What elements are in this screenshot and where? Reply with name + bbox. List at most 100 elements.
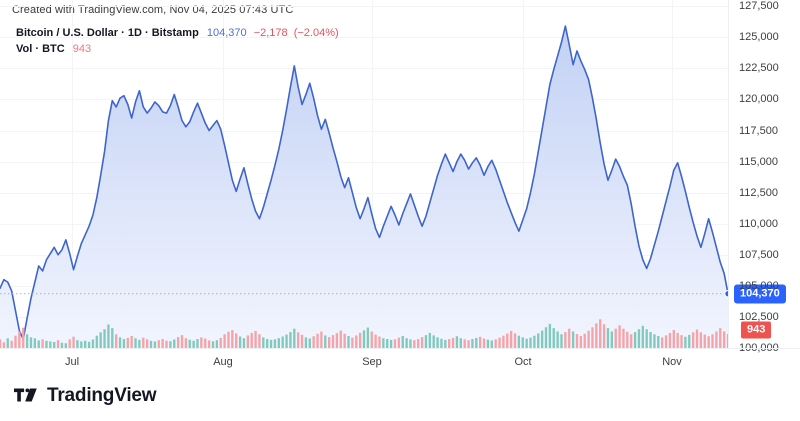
volume-bar	[719, 328, 722, 348]
volume-bar	[331, 335, 335, 348]
legend-symbol-row[interactable]: Bitcoin / U.S. Dollar · 1D · Bitstamp 10…	[16, 26, 339, 42]
legend-price-change-pct: (−2.04%)	[293, 27, 339, 39]
volume-bar	[219, 337, 222, 348]
volume-bar	[676, 332, 679, 348]
volume-bar	[405, 338, 408, 348]
volume-bar	[641, 325, 644, 348]
volume-bar	[362, 330, 366, 348]
tradingview-wordmark: TradingView	[47, 385, 157, 406]
volume-bar	[99, 332, 102, 348]
volume-bar	[335, 333, 339, 348]
volume-bar	[343, 333, 346, 348]
volume-bar	[64, 343, 67, 348]
legend-volume-row[interactable]: Vol · BTC 943	[16, 42, 339, 58]
volume-bar	[49, 341, 52, 348]
volume-bar	[548, 323, 552, 348]
volume-bar	[374, 334, 377, 348]
volume-bar	[297, 332, 300, 348]
volume-bar	[649, 332, 652, 348]
volume-bar	[459, 338, 462, 348]
volume-bar	[575, 334, 579, 348]
price-area-series	[0, 25, 728, 348]
volume-bar	[517, 335, 521, 348]
volume-bar	[560, 334, 563, 348]
volume-bar	[87, 341, 91, 348]
volume-bar	[703, 334, 706, 348]
legend-symbol: Bitcoin / U.S. Dollar	[16, 27, 119, 39]
time-axis[interactable]: Jul Aug Sep Oct Nov	[0, 348, 728, 378]
volume-bar	[188, 339, 191, 348]
volume-bar	[533, 335, 536, 348]
price-axis-tick: 127,500	[739, 0, 779, 13]
volume-bar	[72, 336, 75, 348]
volume-bar	[103, 329, 106, 348]
volume-bar	[2, 342, 6, 348]
volume-bar	[595, 323, 598, 348]
volume-bar	[56, 340, 60, 348]
volume-bar	[672, 330, 675, 348]
volume-bar	[378, 336, 381, 348]
last-price-badge: 104,370	[735, 285, 785, 303]
volume-bar	[269, 339, 273, 348]
volume-bar	[25, 334, 29, 348]
volume-bar	[355, 335, 358, 348]
volume-bar	[668, 332, 672, 348]
gridline-horizontal	[0, 68, 728, 70]
volume-bar	[339, 330, 342, 348]
volume-bar	[273, 339, 277, 348]
volume-bar	[29, 337, 33, 348]
volume-bar	[397, 337, 401, 348]
volume-bar	[699, 332, 703, 348]
volume-bar	[544, 327, 548, 348]
time-axis-tick: Oct	[514, 356, 532, 368]
volume-bar	[583, 333, 586, 348]
volume-bar	[579, 335, 583, 348]
volume-bar	[420, 337, 424, 348]
volume-bar	[451, 337, 455, 348]
volume-bar	[293, 328, 296, 348]
volume-bar	[254, 330, 257, 348]
volume-bar	[215, 340, 219, 348]
legend-sep-2: ·	[145, 27, 149, 39]
price-axis-tick: 102,500	[739, 310, 779, 323]
volume-bar	[153, 341, 157, 348]
footer-branding[interactable]: TradingView	[14, 385, 157, 407]
volume-bar	[509, 330, 513, 348]
volume-bar	[169, 341, 172, 348]
volume-bar	[568, 328, 571, 348]
volume-bar	[618, 325, 621, 348]
legend-interval: 1D	[127, 27, 142, 39]
price-axis-tick: 105,000	[739, 279, 779, 292]
gridline-horizontal	[0, 6, 728, 8]
volume-bar	[0, 339, 2, 348]
volume-bar	[463, 339, 466, 348]
volume-bar	[173, 339, 176, 348]
volume-bar	[502, 335, 505, 348]
price-axis[interactable]: 104,370 943 127,500 125,000 122,500 120,000…	[729, 0, 800, 354]
volume-bar	[327, 337, 331, 348]
volume-bar	[448, 339, 451, 348]
volume-bar	[726, 334, 728, 348]
volume-bar	[277, 338, 280, 348]
volume-bar	[324, 335, 327, 348]
volume-bar	[587, 330, 590, 348]
volume-bar	[246, 335, 249, 348]
gridline-vertical	[372, 0, 373, 348]
volume-bar	[165, 340, 168, 348]
volume-bar	[300, 334, 304, 348]
volume-bar	[529, 337, 532, 348]
volume-bar	[599, 319, 602, 348]
volume-bar	[467, 340, 470, 348]
volume-bar	[413, 340, 416, 348]
legend-last-price: 104,370	[206, 27, 247, 39]
volume-bar	[223, 334, 226, 348]
price-axis-tick: 122,500	[739, 62, 779, 75]
volume-bar	[610, 331, 613, 348]
volume-bar	[126, 337, 129, 348]
volume-bar	[184, 338, 188, 348]
volume-bar	[266, 339, 269, 348]
volume-bar	[22, 327, 25, 348]
volume-bar	[428, 332, 431, 348]
gridline-horizontal	[0, 192, 728, 194]
